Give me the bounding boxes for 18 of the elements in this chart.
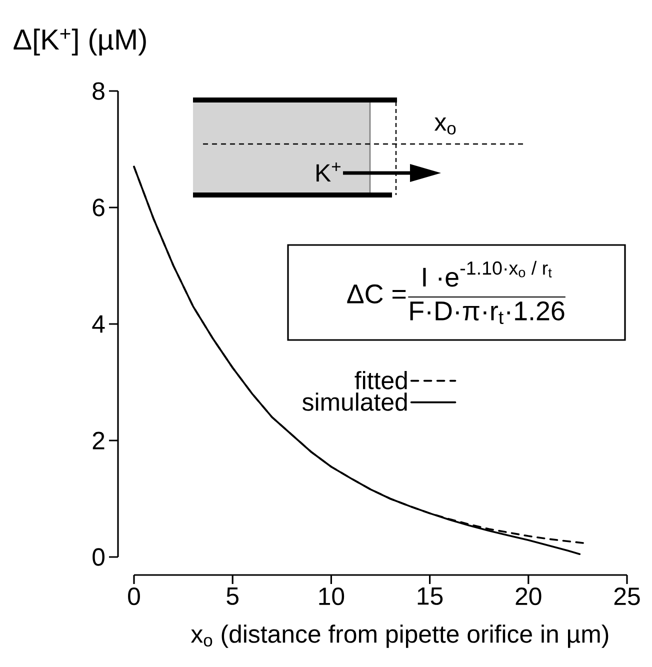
x-tick-label: 25 [614, 588, 640, 606]
x-tick-label: 15 [418, 588, 443, 605]
x-tick-label: 20 [516, 588, 542, 606]
y-tick-label: 2 [92, 432, 104, 450]
y-tick-label: 0 [92, 548, 104, 566]
y-tick-label: 4 [92, 315, 105, 333]
annotation: $\text{ΔC =} \frac{\text{I ·e}^{\text{-1.10·x}_{\text{o}}\text{ / r}_{\text{t}}}}{\text{F·D·π·r}_{\text{t}}\text{·1.26}}$ [347, 260, 566, 324]
annotation: x$_{o}$ [434, 117, 456, 135]
y-axis-title: Δ[K$^{+}$] (µM) [14, 28, 146, 56]
legend-label: fitted [354, 371, 407, 390]
legend-label: simulated [302, 392, 407, 411]
y-tick-label: 6 [92, 198, 104, 216]
x-axis-title: x$_{o}$ (distance from pipette orifice in µm) [190, 624, 608, 648]
x-tick-label: 5 [226, 588, 238, 605]
x-tick-label: 10 [319, 588, 344, 606]
y-tick-label: 8 [92, 82, 104, 100]
annotation: K$^{+}$ [316, 162, 340, 182]
x-tick-label: 0 [128, 588, 140, 606]
